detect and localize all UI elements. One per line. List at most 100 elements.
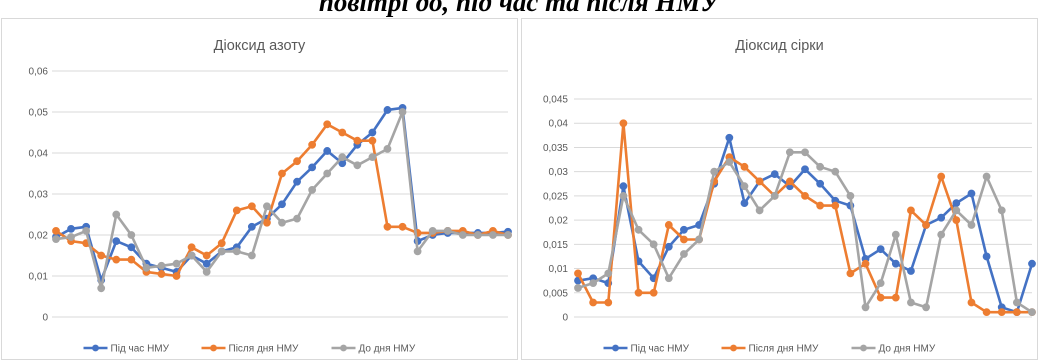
sulfur-dioxide-point-series-2 bbox=[816, 201, 825, 210]
nitrogen-dioxide-point-series-3 bbox=[157, 261, 166, 270]
nitrogen-dioxide-point-series-3 bbox=[338, 153, 347, 162]
nitrogen-dioxide-point-series-2 bbox=[97, 251, 106, 260]
nitrogen-dioxide-chart-title: Діоксид азоту bbox=[214, 38, 306, 54]
nitrogen-dioxide-legend-label: Під час НМУ bbox=[111, 344, 170, 355]
sulfur-dioxide-point-series-2 bbox=[740, 162, 749, 171]
sulfur-dioxide-point-series-1 bbox=[740, 199, 749, 208]
sulfur-dioxide-point-series-1 bbox=[891, 259, 900, 268]
nitrogen-dioxide-point-series-2 bbox=[52, 227, 60, 235]
sulfur-dioxide-point-series-2 bbox=[952, 216, 961, 225]
sulfur-dioxide-point-series-3 bbox=[1012, 298, 1021, 307]
sulfur-dioxide-y-tick-label: 0,01 bbox=[549, 264, 569, 275]
sulfur-dioxide-y-tick-label: 0,015 bbox=[543, 240, 568, 251]
sulfur-dioxide-point-series-3 bbox=[725, 158, 734, 166]
sulfur-dioxide-point-series-2 bbox=[589, 298, 598, 307]
sulfur-dioxide-point-series-3 bbox=[952, 206, 961, 215]
nitrogen-dioxide-y-tick-label: 0,04 bbox=[29, 149, 49, 160]
nitrogen-dioxide-legend-swatch-marker bbox=[210, 344, 217, 352]
sulfur-dioxide-point-series-1 bbox=[725, 133, 734, 142]
nitrogen-dioxide-point-series-3 bbox=[67, 233, 75, 241]
sulfur-dioxide-point-series-1 bbox=[967, 189, 976, 198]
nitrogen-dioxide-point-series-2 bbox=[353, 136, 362, 145]
sulfur-dioxide-point-series-1 bbox=[801, 165, 809, 174]
sulfur-dioxide-point-series-2 bbox=[755, 177, 764, 186]
sulfur-dioxide-point-series-2 bbox=[664, 221, 673, 229]
sulfur-dioxide-point-series-2 bbox=[619, 119, 628, 128]
document-heading: повітрі до, під час та після НМУ bbox=[318, 0, 720, 17]
sulfur-dioxide-point-series-1 bbox=[907, 267, 915, 275]
sulfur-dioxide-point-series-3 bbox=[982, 172, 991, 181]
nitrogen-dioxide-point-series-1 bbox=[308, 163, 317, 172]
sulfur-dioxide-point-series-3 bbox=[574, 284, 582, 292]
sulfur-dioxide-legend-swatch-marker bbox=[612, 344, 619, 352]
sulfur-dioxide-legend-swatch-marker bbox=[730, 344, 737, 352]
nitrogen-dioxide-point-series-3 bbox=[368, 153, 377, 162]
nitrogen-dioxide-point-series-3 bbox=[187, 251, 196, 260]
nitrogen-dioxide-point-series-2 bbox=[308, 140, 317, 149]
nitrogen-dioxide-point-series-3 bbox=[383, 144, 392, 153]
nitrogen-dioxide-point-series-2 bbox=[383, 222, 392, 231]
nitrogen-dioxide-point-series-3 bbox=[504, 231, 512, 239]
sulfur-dioxide-point-series-3 bbox=[846, 191, 855, 200]
sulfur-dioxide-point-series-2 bbox=[680, 235, 688, 244]
nitrogen-dioxide-point-series-3 bbox=[217, 247, 226, 256]
sulfur-dioxide-y-tick-label: 0,005 bbox=[543, 288, 568, 299]
nitrogen-dioxide-legend-label: До дня НМУ bbox=[359, 344, 416, 355]
nitrogen-dioxide-point-series-2 bbox=[172, 272, 181, 280]
sulfur-dioxide-point-series-1 bbox=[876, 245, 885, 254]
nitrogen-dioxide-point-series-3 bbox=[323, 169, 332, 178]
sulfur-dioxide-point-series-1 bbox=[952, 199, 961, 208]
nitrogen-dioxide-point-series-1 bbox=[67, 224, 75, 233]
nitrogen-dioxide-series-line-3 bbox=[54, 110, 510, 290]
sulfur-dioxide-point-series-3 bbox=[891, 230, 900, 239]
sulfur-dioxide-point-series-3 bbox=[997, 206, 1006, 215]
sulfur-dioxide-point-series-2 bbox=[967, 298, 976, 307]
sulfur-dioxide-point-series-3 bbox=[907, 298, 915, 307]
nitrogen-dioxide-y-tick-label: 0,01 bbox=[29, 272, 49, 283]
nitrogen-dioxide-point-series-3 bbox=[428, 227, 437, 235]
sulfur-dioxide-legend-label: До дня НМУ bbox=[879, 344, 936, 355]
sulfur-dioxide-point-series-3 bbox=[801, 148, 809, 157]
sulfur-dioxide-point-series-3 bbox=[755, 206, 764, 215]
sulfur-dioxide-point-series-2 bbox=[982, 308, 991, 317]
sulfur-dioxide-point-series-2 bbox=[801, 191, 809, 200]
nitrogen-dioxide-point-series-2 bbox=[293, 157, 301, 166]
nitrogen-dioxide-point-series-3 bbox=[112, 210, 121, 219]
nitrogen-dioxide-point-series-1 bbox=[383, 106, 392, 114]
nitrogen-dioxide-point-series-1 bbox=[247, 222, 256, 231]
sulfur-dioxide-point-series-1 bbox=[664, 242, 673, 251]
sulfur-dioxide-chart-title: Діоксид сірки bbox=[735, 38, 823, 54]
sulfur-dioxide-point-series-1 bbox=[619, 182, 628, 191]
sulfur-dioxide-point-series-3 bbox=[680, 250, 688, 258]
nitrogen-dioxide-point-series-3 bbox=[458, 231, 467, 239]
sulfur-dioxide-point-series-2 bbox=[1012, 308, 1021, 317]
sulfur-dioxide-y-tick-label: 0,04 bbox=[549, 119, 569, 130]
sulfur-dioxide-point-series-1 bbox=[770, 170, 779, 178]
nitrogen-dioxide-point-series-2 bbox=[217, 239, 226, 248]
nitrogen-dioxide-point-series-1 bbox=[293, 177, 301, 186]
sulfur-dioxide-point-series-3 bbox=[710, 167, 719, 176]
sulfur-dioxide-legend-label: Після дня НМУ bbox=[749, 344, 820, 355]
nitrogen-dioxide-point-series-3 bbox=[82, 227, 91, 235]
nitrogen-dioxide-point-series-3 bbox=[308, 186, 317, 194]
sulfur-dioxide-y-tick-label: 0 bbox=[562, 313, 568, 324]
sulfur-dioxide-point-series-2 bbox=[574, 269, 582, 278]
sulfur-dioxide-point-series-1 bbox=[680, 225, 688, 234]
nitrogen-dioxide-point-series-2 bbox=[278, 169, 286, 178]
nitrogen-dioxide-point-series-1 bbox=[278, 200, 286, 209]
sulfur-dioxide-y-tick-label: 0,02 bbox=[549, 216, 569, 227]
nitrogen-dioxide-point-series-3 bbox=[172, 259, 181, 268]
sulfur-dioxide-point-series-2 bbox=[876, 293, 885, 302]
sulfur-dioxide-point-series-2 bbox=[922, 221, 930, 229]
sulfur-dioxide-point-series-2 bbox=[634, 288, 643, 297]
sulfur-dioxide-point-series-3 bbox=[831, 167, 840, 176]
nitrogen-dioxide-series-line-2 bbox=[54, 123, 510, 278]
nitrogen-dioxide-y-tick-label: 0,03 bbox=[29, 190, 49, 201]
nitrogen-dioxide-point-series-3 bbox=[127, 231, 136, 239]
nitrogen-dioxide-point-series-3 bbox=[232, 247, 241, 256]
nitrogen-dioxide-point-series-3 bbox=[263, 202, 271, 211]
chart-nitrogen-dioxide: Діоксид азоту 0 0,01 0,02 0,03 0,04 0,05 0,06 Пі… bbox=[1, 18, 518, 360]
sulfur-dioxide-y-tick-label: 0,025 bbox=[543, 191, 568, 202]
nitrogen-dioxide-point-series-3 bbox=[52, 235, 60, 244]
sulfur-dioxide-point-series-3 bbox=[937, 230, 946, 239]
